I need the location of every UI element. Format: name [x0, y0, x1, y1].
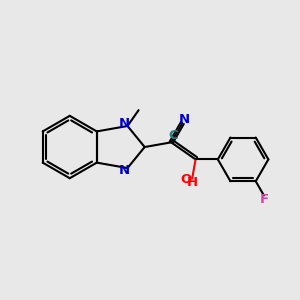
Text: N: N	[118, 164, 130, 177]
Text: C: C	[168, 129, 178, 142]
Text: N: N	[178, 113, 189, 126]
Text: F: F	[260, 194, 269, 206]
Text: O: O	[180, 173, 191, 186]
Text: H: H	[187, 176, 198, 189]
Text: N: N	[118, 117, 130, 130]
